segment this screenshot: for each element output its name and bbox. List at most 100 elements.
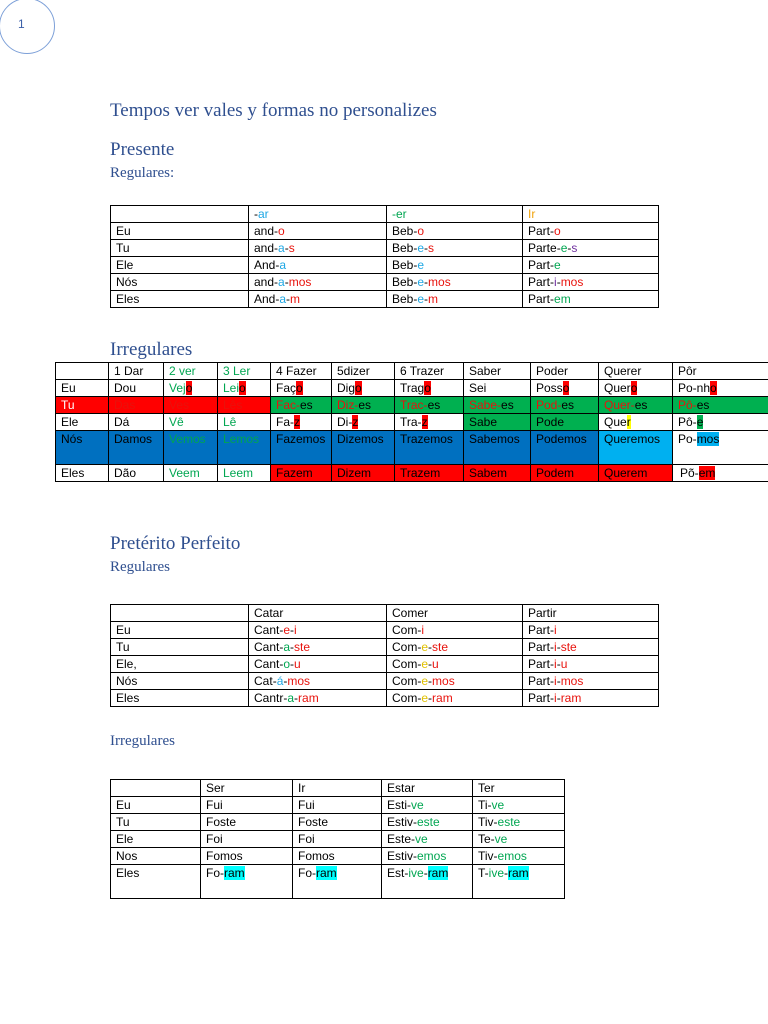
preterito-form-cell: Com-e-ste — [386, 638, 523, 656]
preterito-irregulares-form-cell: Fui — [200, 796, 293, 814]
irregulares-form-cell: Sabe-es — [463, 396, 531, 414]
preterito-corner-cell — [110, 604, 249, 622]
preterito-irregulares-person-cell: Nos — [110, 847, 201, 865]
preterito-heading: Pretérito Perfeito — [110, 533, 241, 554]
irregulares-form-cell: Dizem — [331, 464, 395, 482]
irregulares-form-cell: Leio — [217, 379, 271, 397]
irregulares-form-cell: Fazemos — [270, 430, 332, 465]
irregulares-form-cell: Po-nho — [672, 379, 768, 397]
table-row: Tu Das Ves Lês Fac-es Diz-es Trac-es Sabe-es Pod… — [55, 396, 768, 414]
presente-header-cell: -er — [386, 205, 523, 223]
preterito-irregulares-form-cell: Estiv-este — [381, 813, 473, 831]
irregulares-header-cell: Saber — [463, 362, 531, 380]
irregulares-form-cell: Veem — [163, 464, 218, 482]
irregulares-form-cell: Ves — [163, 396, 218, 414]
presente-heading: Presente — [110, 139, 175, 160]
preterito-person-cell: Tu — [110, 638, 249, 656]
preterito-person-cell: Eu — [110, 621, 249, 639]
table-row: Nós and-a-mos Beb-e-mos Part-i-mos — [110, 273, 659, 291]
preterito-irregulares-header-cell: Estar — [381, 779, 473, 797]
preterito-form-cell: Com-e-mos — [386, 672, 523, 690]
table-row: Nós Damos Vemos Lemos Fazemos Dizemos Trazemos… — [55, 430, 768, 465]
preterito-irregulares-person-cell: Tu — [110, 813, 201, 831]
preterito-irregulares-form-cell: Este-ve — [381, 830, 473, 848]
preterito-irregulares-heading: Irregulares — [110, 733, 175, 749]
preterito-form-cell: Part-i-mos — [522, 672, 659, 690]
irregulares-form-cell: Vê — [163, 413, 218, 431]
preterito-form-cell: Com-e-ram — [386, 689, 523, 707]
presente-form-cell: Part-em — [522, 290, 659, 308]
irregulares-form-cell: Pô-es — [672, 396, 768, 414]
preterito-irregulares-header-cell: Ser — [200, 779, 293, 797]
presente-header-cell: Ir — [522, 205, 659, 223]
irregulares-form-cell: Sabe — [463, 413, 531, 431]
preterito-irregulares-form-cell: Estiv-emos — [381, 847, 473, 865]
table-row: Nós Cat-á-mos Com-e-mos Part-i-mos — [110, 672, 659, 690]
irregulares-form-cell: Tra-z — [394, 413, 464, 431]
irregulares-person-cell: Nós — [55, 430, 109, 465]
preterito-header-cell: Comer — [386, 604, 523, 622]
irregulares-form-cell: Quer — [598, 413, 673, 431]
presente-form-cell: And-a — [248, 256, 387, 274]
presente-form-cell: Parte-e-s — [522, 239, 659, 257]
irregulares-form-cell: Pode — [530, 413, 599, 431]
preterito-form-cell: Cant-e-i — [248, 621, 387, 639]
presente-form-cell: Beb-e-m — [386, 290, 523, 308]
irregulares-form-cell: Vemos — [163, 430, 218, 465]
irregulares-form-cell: Lês — [217, 396, 271, 414]
preterito-form-cell: Cantr-a-ram — [248, 689, 387, 707]
irregulares-form-cell: Trac-es — [394, 396, 464, 414]
preterito-irregulares-person-cell: Eles — [110, 864, 201, 899]
presente-form-cell: and-a-s — [248, 239, 387, 257]
irregulares-heading: Irregulares — [110, 339, 193, 360]
presente-form-cell: Beb-e — [386, 256, 523, 274]
presente-form-cell: Part-i-mos — [522, 273, 659, 291]
presente-form-cell: And-a-m — [248, 290, 387, 308]
document-title: Tempos ver vales y formas no personalize… — [110, 100, 437, 121]
irregulares-header-cell: 5dizer — [331, 362, 395, 380]
preterito-irregulares-form-cell: Fo-ram — [200, 864, 293, 899]
irregulares-form-cell: Lê — [217, 413, 271, 431]
preterito-form-cell: Part-i-ste — [522, 638, 659, 656]
table-row: Tu Cant-a-ste Com-e-ste Part-i-ste — [110, 638, 659, 656]
table-row: Ele, Cant-o-u Com-e-u Part-i-u — [110, 655, 659, 673]
table-row: Eles Dão Veem Leem Fazem Dizem Trazem Sabem Pode… — [55, 464, 768, 482]
irregulares-form-cell: Trago — [394, 379, 464, 397]
irregulares-header-row: 1 Dar 2 ver 3 Ler 4 Fazer 5dizer 6 Trazer Sabe… — [55, 362, 768, 380]
irregulares-form-cell: Trazem — [394, 464, 464, 482]
presente-person-cell: Eles — [110, 290, 249, 308]
presente-form-cell: and-o — [248, 222, 387, 240]
irregulares-form-cell: Podem — [530, 464, 599, 482]
preterito-form-cell: Cant-a-ste — [248, 638, 387, 656]
presente-person-cell: Tu — [110, 239, 249, 257]
preterito-irregulares-form-cell: Te-ve — [472, 830, 565, 848]
table-row: Nos Fomos Fomos Estiv-emos Tiv-emos — [110, 847, 565, 865]
irregulares-person-cell: Eu — [55, 379, 109, 397]
irregulares-form-cell: Quer-es — [598, 396, 673, 414]
preterito-header-row: Catar Comer Partir — [110, 604, 659, 622]
presente-corner-cell — [110, 205, 249, 223]
irregulares-header-cell: Poder — [530, 362, 599, 380]
preterito-form-cell: Part-i — [522, 621, 659, 639]
presente-person-cell: Ele — [110, 256, 249, 274]
irregulares-form-cell: Faço — [270, 379, 332, 397]
presente-form-cell: Beb-e-mos — [386, 273, 523, 291]
irregulares-form-cell: Digo — [331, 379, 395, 397]
irregulares-form-cell: Lemos — [217, 430, 271, 465]
presente-regulares-table: -ar -er Ir Eu and-o Beb-o Part-o Tu and-a-s Beb-e… — [110, 205, 659, 308]
preterito-irregulares-form-cell: Foste — [292, 813, 382, 831]
preterito-irregulares-form-cell: Tiv-emos — [472, 847, 565, 865]
table-row: Tu Foste Foste Estiv-este Tiv-este — [110, 813, 565, 831]
preterito-irregulares-person-cell: Eu — [110, 796, 201, 814]
presente-form-cell: Part-e — [522, 256, 659, 274]
irregulares-header-cell: 1 Dar — [108, 362, 164, 380]
preterito-person-cell: Ele, — [110, 655, 249, 673]
irregulares-corner-cell — [55, 362, 109, 380]
irregulares-form-cell: Sabem — [463, 464, 531, 482]
irregulares-form-cell: Dão — [108, 464, 164, 482]
preterito-form-cell: Cant-o-u — [248, 655, 387, 673]
preterito-person-cell: Nós — [110, 672, 249, 690]
irregulares-form-cell: Dou — [108, 379, 164, 397]
table-row: Ele Foi Foi Este-ve Te-ve — [110, 830, 565, 848]
irregulares-form-cell: Dizemos — [331, 430, 395, 465]
